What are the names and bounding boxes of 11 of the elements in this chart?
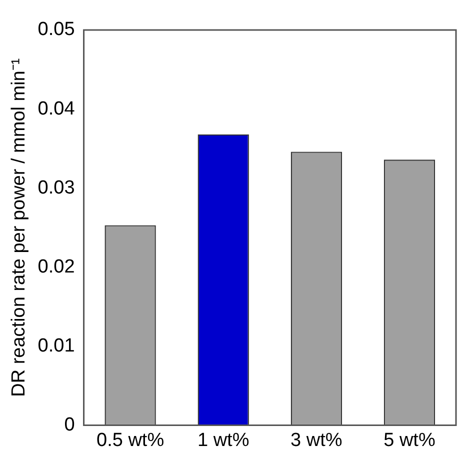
y-tick-label: 0.03 (38, 177, 75, 198)
y-axis-title: DR reaction rate per power / mmol min⁻¹ (8, 58, 30, 397)
x-tick-label: 5 wt% (384, 430, 436, 451)
y-tick-label: 0 (64, 414, 75, 436)
y-tick-label: 0.01 (38, 335, 75, 356)
y-tick-label: 0.04 (38, 98, 76, 120)
y-tick-label: 0.02 (38, 256, 75, 278)
y-tick-label: 0.05 (38, 19, 75, 40)
x-tick-label: 3 wt% (290, 430, 342, 451)
x-tick-label: 0.5 wt% (96, 430, 164, 451)
x-tick-label: 1 wt% (197, 430, 250, 451)
